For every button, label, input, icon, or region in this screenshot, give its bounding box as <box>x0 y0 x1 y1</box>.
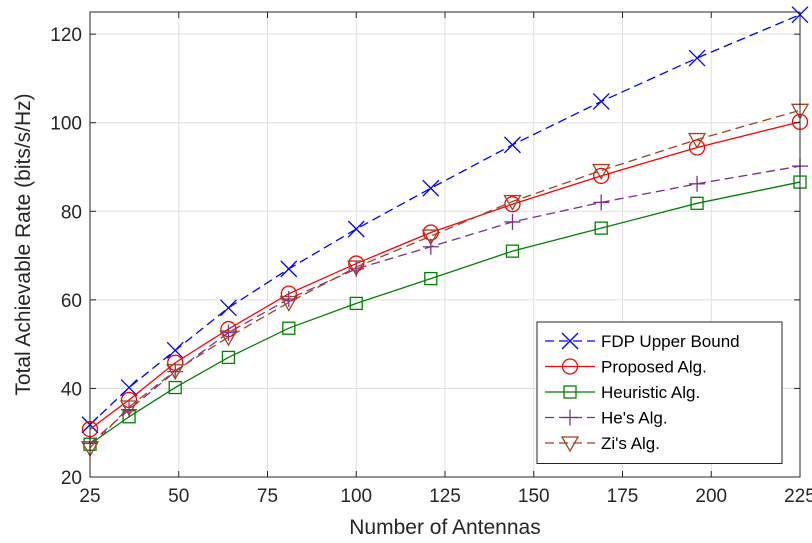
data-point <box>688 49 706 67</box>
data-point <box>503 136 521 154</box>
x-tick-label: 75 <box>257 486 278 507</box>
data-point <box>421 229 440 246</box>
data-point <box>347 260 366 277</box>
series-0 <box>81 6 809 434</box>
legend-label: Proposed Alg. <box>601 358 707 377</box>
x-tick-label: 125 <box>429 486 461 507</box>
data-point <box>503 194 522 211</box>
legend-marker <box>561 358 579 375</box>
data-point <box>219 330 238 347</box>
data-point <box>690 196 704 210</box>
data-point <box>280 290 297 307</box>
x-tick-label: 25 <box>79 486 100 507</box>
x-tick-label: 150 <box>518 486 550 507</box>
x-tick-label: 175 <box>607 486 639 507</box>
data-point <box>168 380 182 395</box>
series-line <box>89 181 801 445</box>
y-tick-label: 80 <box>61 202 82 223</box>
x-tick-label: 100 <box>340 486 372 507</box>
data-point <box>119 400 139 417</box>
data-point <box>687 132 707 149</box>
data-point <box>282 321 296 335</box>
data-point <box>219 299 237 317</box>
data-point <box>167 363 184 380</box>
legend-marker <box>561 332 579 350</box>
legend-box <box>536 321 783 464</box>
data-point <box>279 295 298 312</box>
y-tick-label: 60 <box>61 291 82 312</box>
series-line <box>89 165 801 444</box>
data-point <box>120 379 138 397</box>
data-point <box>347 220 365 238</box>
data-point <box>166 364 185 381</box>
axis-ticks: 25 50 75 100 125 150 175 200 225 20 40 60 80 100 120 <box>50 12 812 507</box>
data-point <box>593 194 610 211</box>
data-point <box>280 260 298 278</box>
data-point <box>593 167 610 185</box>
y-tick-label: 20 <box>61 468 82 489</box>
y-tick-label: 100 <box>50 114 82 135</box>
series-layer <box>80 6 810 458</box>
legend-marker <box>562 409 578 426</box>
y-tick-label: 120 <box>50 25 82 46</box>
data-point <box>422 179 440 197</box>
data-point <box>504 196 521 213</box>
series-line <box>89 109 801 449</box>
data-point <box>505 244 520 258</box>
legend: FDP Upper Bound Proposed Alg. Heuristic Al… <box>536 321 783 464</box>
data-point <box>424 271 438 286</box>
legend-marker <box>563 385 577 399</box>
legend-label: Heuristic Alg. <box>601 383 700 402</box>
data-point <box>349 296 363 311</box>
data-point <box>221 350 236 365</box>
x-tick-label: 200 <box>695 486 727 507</box>
data-point <box>220 324 237 341</box>
y-tick-label: 40 <box>61 379 82 400</box>
data-point <box>592 163 611 180</box>
legend-label: He's Alg. <box>601 409 668 428</box>
data-point <box>166 341 184 359</box>
x-tick-label: 50 <box>168 486 189 507</box>
data-point <box>592 92 610 110</box>
data-point <box>689 175 706 192</box>
y-axis-title: Total Achievable Rate (bits/s/Hz) <box>12 93 35 395</box>
legend-label: FDP Upper Bound <box>601 332 740 351</box>
legend-marker <box>560 436 580 453</box>
series-2 <box>83 175 807 451</box>
data-point <box>504 213 521 230</box>
x-tick-label: 225 <box>784 486 812 507</box>
x-axis-title: Number of Antennas <box>349 516 540 539</box>
data-point <box>594 221 608 235</box>
data-point <box>422 238 439 255</box>
legend-label: Zi's Alg. <box>601 434 660 453</box>
